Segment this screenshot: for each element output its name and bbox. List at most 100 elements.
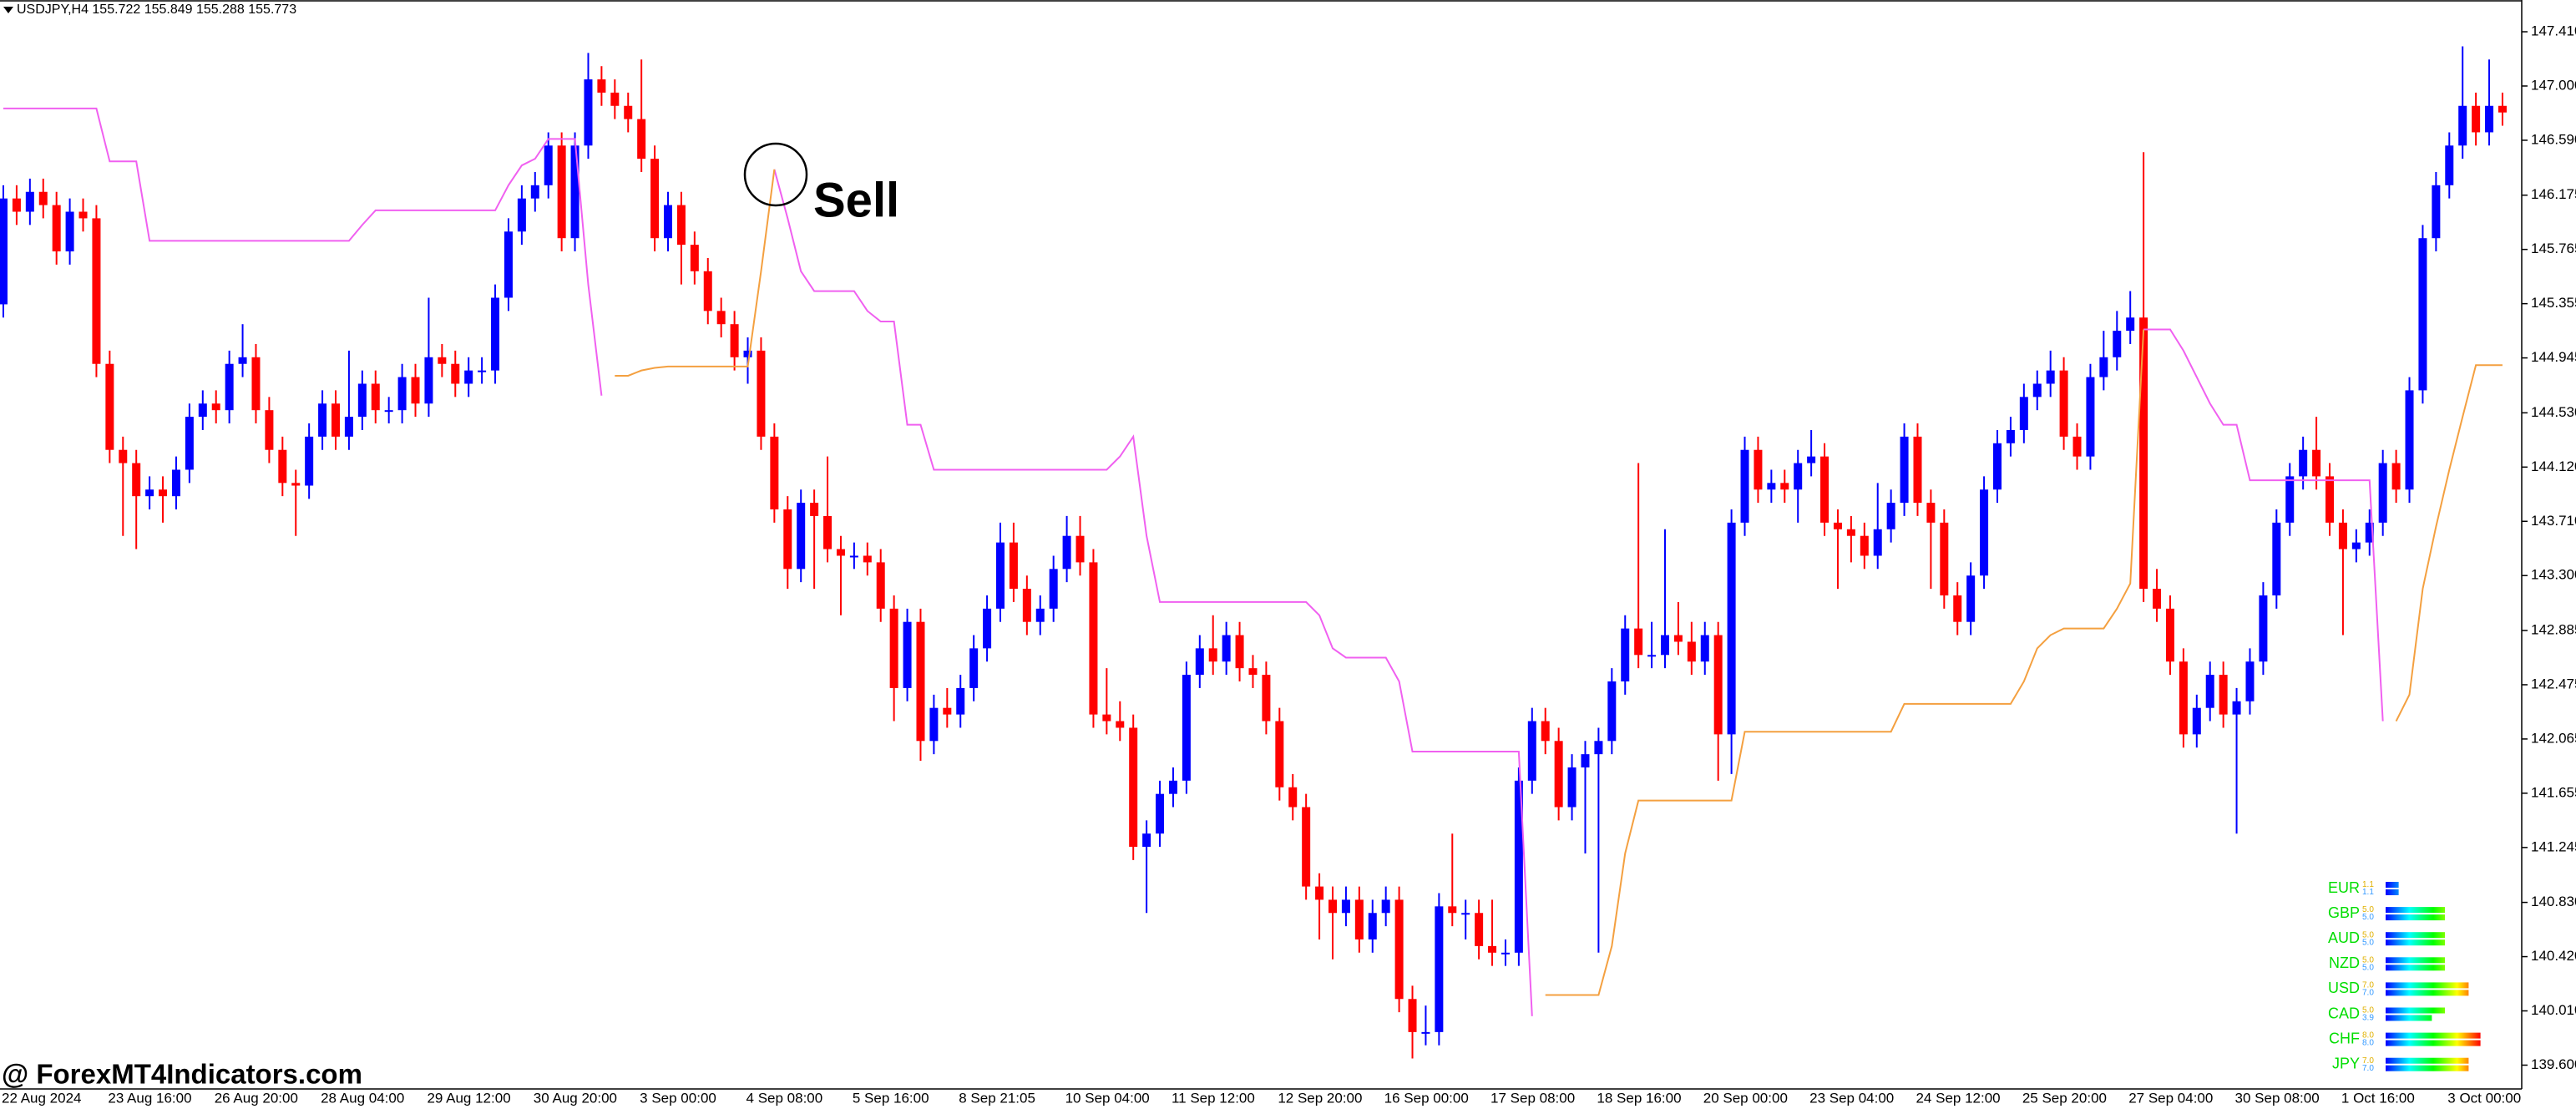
strength-value: 5.0 xyxy=(2362,913,2374,922)
y-tick-label: 144.945 xyxy=(2531,349,2576,365)
candle-body xyxy=(2126,317,2135,332)
candle-body xyxy=(145,489,154,497)
candle-body xyxy=(1594,741,1603,755)
candle-body xyxy=(2272,522,2281,596)
candle-body xyxy=(1966,575,1976,622)
currency-label: EUR xyxy=(2328,879,2360,896)
candle-body xyxy=(1156,793,1165,834)
x-tick-label: 27 Sep 04:00 xyxy=(2128,1090,2213,1106)
candle-body xyxy=(1607,681,1617,742)
candle-body xyxy=(584,79,593,146)
candle-body xyxy=(478,370,487,372)
strength-value: 5.0 xyxy=(2362,963,2374,972)
candle-body xyxy=(105,363,114,450)
candle-body xyxy=(0,198,8,305)
candle-body xyxy=(198,403,207,418)
candle-body xyxy=(1208,648,1217,662)
candle-body xyxy=(889,608,898,688)
candle-body xyxy=(411,377,420,404)
candle-body xyxy=(1687,641,1696,662)
candle-body xyxy=(1354,899,1364,939)
candle-body xyxy=(797,503,806,570)
candle-body xyxy=(1527,721,1536,781)
candle-body xyxy=(1035,608,1045,622)
candle-body xyxy=(78,211,88,219)
candle-body xyxy=(331,403,340,437)
candle-body xyxy=(132,463,141,497)
candle-body xyxy=(823,515,833,549)
candle-body xyxy=(570,145,579,239)
x-tick-label: 11 Sep 12:00 xyxy=(1172,1090,1255,1106)
candle-body xyxy=(1740,449,1749,523)
candle-body xyxy=(983,608,992,649)
candle-body xyxy=(743,350,752,357)
candle-body xyxy=(2485,105,2494,133)
candle-body xyxy=(1673,635,1683,642)
candle-body xyxy=(52,205,61,252)
candle-body xyxy=(650,159,660,239)
candle-body xyxy=(2338,522,2347,549)
y-tick-label: 142.475 xyxy=(2531,676,2576,691)
strength-bar xyxy=(2386,957,2445,964)
x-tick-label: 29 Aug 12:00 xyxy=(427,1090,510,1106)
y-tick-label: 139.600 xyxy=(2531,1056,2576,1072)
candle-body xyxy=(2312,449,2321,477)
candle-body xyxy=(491,297,500,371)
sell-annotation: Sell xyxy=(813,173,899,227)
candle-body xyxy=(783,509,792,570)
candle-body xyxy=(1142,833,1151,848)
candle-body xyxy=(2139,317,2148,590)
candle-body xyxy=(2472,105,2481,133)
y-tick-label: 144.530 xyxy=(2531,404,2576,420)
candle-body xyxy=(357,383,367,418)
candle-body xyxy=(929,707,939,742)
candle-body xyxy=(1262,675,1271,722)
candle-body xyxy=(836,549,845,556)
candle-body xyxy=(637,119,646,160)
strength-bar xyxy=(2386,990,2469,996)
candle-body xyxy=(1182,675,1191,781)
strength-value: 3.9 xyxy=(2362,1014,2374,1023)
candle-body xyxy=(2153,589,2162,609)
candle-body xyxy=(2099,357,2108,377)
candle-body xyxy=(2232,701,2241,715)
y-tick-label: 143.710 xyxy=(2531,513,2576,529)
candle-body xyxy=(969,648,979,688)
indicator-line xyxy=(615,169,2503,996)
candle-body xyxy=(2113,331,2122,357)
x-tick-label: 23 Aug 16:00 xyxy=(108,1090,191,1106)
candle-body xyxy=(185,417,194,470)
x-tick-label: 26 Aug 20:00 xyxy=(215,1090,298,1106)
candle-body xyxy=(530,185,539,199)
y-tick-label: 142.885 xyxy=(2531,621,2576,637)
candle-body xyxy=(2351,542,2361,549)
x-tick-label: 22 Aug 2024 xyxy=(2,1090,81,1106)
symbol-menu-arrow[interactable] xyxy=(3,7,13,13)
candle-body xyxy=(2391,463,2401,490)
y-tick-label: 141.245 xyxy=(2531,838,2576,854)
candle-body xyxy=(371,383,380,411)
candle-body xyxy=(2219,675,2228,715)
candle-body xyxy=(251,357,261,411)
candle-body xyxy=(211,403,220,411)
candle-body xyxy=(2072,436,2082,457)
candle-body xyxy=(863,555,872,563)
y-tick-label: 142.065 xyxy=(2531,730,2576,746)
candle-body xyxy=(996,542,1005,609)
y-tick-label: 147.410 xyxy=(2531,23,2576,39)
y-tick-label: 140.420 xyxy=(2531,948,2576,964)
candle-body xyxy=(517,198,526,232)
candle-body xyxy=(38,191,48,205)
strength-bar xyxy=(2386,965,2445,971)
candle-body xyxy=(464,370,473,384)
y-tick-label: 145.765 xyxy=(2531,241,2576,256)
candle-body xyxy=(1501,952,1510,955)
candle-body xyxy=(2299,449,2308,477)
currency-label: CHF xyxy=(2329,1030,2360,1046)
candle-body xyxy=(664,205,672,239)
candle-body xyxy=(1195,648,1204,676)
candle-body xyxy=(1980,489,1989,576)
candle-body xyxy=(1581,754,1590,767)
